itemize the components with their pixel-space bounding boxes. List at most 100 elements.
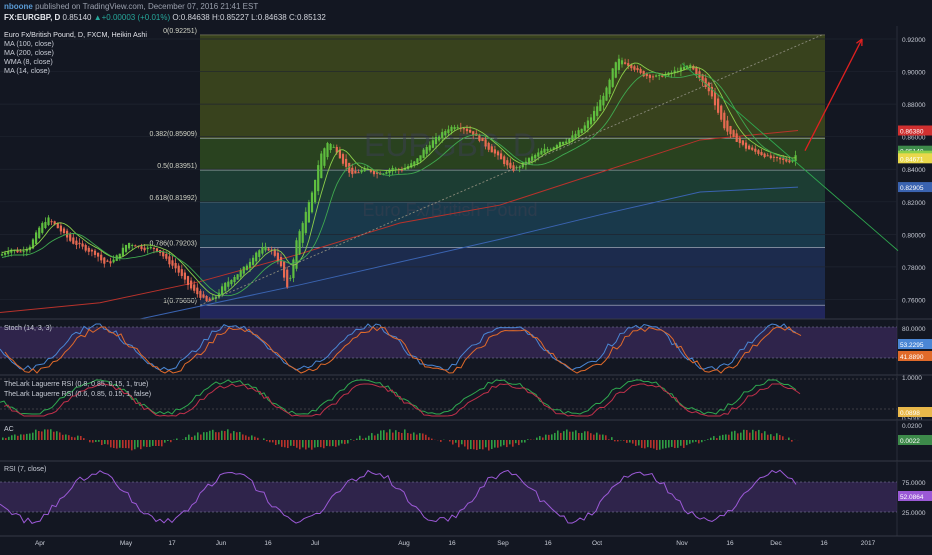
candle [373,171,375,175]
candle [140,246,142,249]
candle [171,260,173,265]
up-triangle-icon: ▲ [94,13,102,22]
ac-bar [557,431,559,440]
ac-bar [128,440,130,448]
candle [419,155,421,161]
ac-bar [407,433,409,440]
candle [767,155,769,156]
candle [72,237,74,243]
ac-bar [80,436,82,440]
candle [311,193,313,213]
ac-bar [281,440,283,447]
candle [720,106,722,120]
ac-bar [731,432,733,440]
ac-bar [197,432,199,440]
ac-bar [473,440,475,449]
ac-bar [359,436,361,440]
ac-bar [746,430,748,440]
pane-title: AC [4,426,14,433]
ac-bar [647,440,649,447]
ac-bar [77,436,79,440]
x-tick-label: Aug [398,540,410,547]
candle [692,66,694,69]
ac-bar [137,440,139,447]
price-tag: 0.84671 [900,156,924,163]
pane-title: RSI (7, close) [4,466,46,473]
ac-bar [578,433,580,440]
candle [23,251,25,252]
ac-bar [776,433,778,440]
candle [739,138,741,143]
candle [426,147,428,154]
legend-entry: MA (100, close) [4,39,54,48]
price-tag: 0.86380 [900,129,924,136]
candle [243,267,245,274]
symbol[interactable]: FX:EURGBP, D [4,13,60,22]
main-pane[interactable]: 0(0.92251)0.382(0.85909)0.5(0.83951)0.61… [0,26,932,319]
candle [187,276,189,285]
ac-bar [53,432,55,440]
ac-bar [569,432,571,440]
candle [264,247,266,251]
ac-bar [614,440,616,441]
candle [469,130,471,133]
candle [289,278,291,279]
ac-bar [563,431,565,440]
publish-info: nboone published on TradingView.com, Dec… [4,2,258,11]
ac-bar [515,440,517,443]
candle [776,157,778,158]
ac-bar [467,440,469,449]
ac-bar [707,439,709,440]
candle [785,159,787,161]
candle [540,151,542,155]
candle [590,117,592,124]
candle [109,261,111,263]
candle [233,277,235,282]
ac-bar [356,439,358,440]
ac-bar [254,437,256,440]
ac-bar [143,440,145,446]
ac-bar [542,438,544,440]
chart-svg[interactable]: 0(0.92251)0.382(0.85909)0.5(0.83951)0.61… [0,26,932,550]
x-tick-label: 16 [264,540,272,547]
candle [705,78,707,87]
ac-bar [311,440,313,450]
candle [423,150,425,158]
y-tick-label: 0.84000 [902,167,926,174]
y-tick-label: 0.86000 [902,135,926,142]
y-tick-label: 25.0000 [902,510,926,517]
candle [20,251,22,252]
candle [168,256,170,264]
ac-bar [299,440,301,449]
ac-bar [353,440,355,441]
ac-bar [59,432,61,440]
candle [733,130,735,136]
candle [4,253,6,255]
author-name[interactable]: nboone [4,2,33,11]
ac-bar [587,431,589,440]
ac-bar [719,436,721,440]
ac-bar [761,433,763,440]
candle [537,152,539,156]
x-tick-label: Jun [216,540,227,547]
candle [636,68,638,70]
candle [100,255,102,261]
ac-bar [236,432,238,440]
candle [395,169,397,170]
x-tick-label: 2017 [861,540,876,547]
ac-bar [593,435,595,440]
candle [280,257,282,266]
x-tick-label: 16 [544,540,552,547]
ac-bar [491,440,493,449]
ac-bar [416,435,418,440]
ac-bar [572,432,574,440]
chart-area[interactable]: 0(0.92251)0.382(0.85909)0.5(0.83951)0.61… [0,26,932,550]
x-tick-label: Apr [35,540,46,547]
candle [587,121,589,129]
ac-bar [452,440,454,445]
